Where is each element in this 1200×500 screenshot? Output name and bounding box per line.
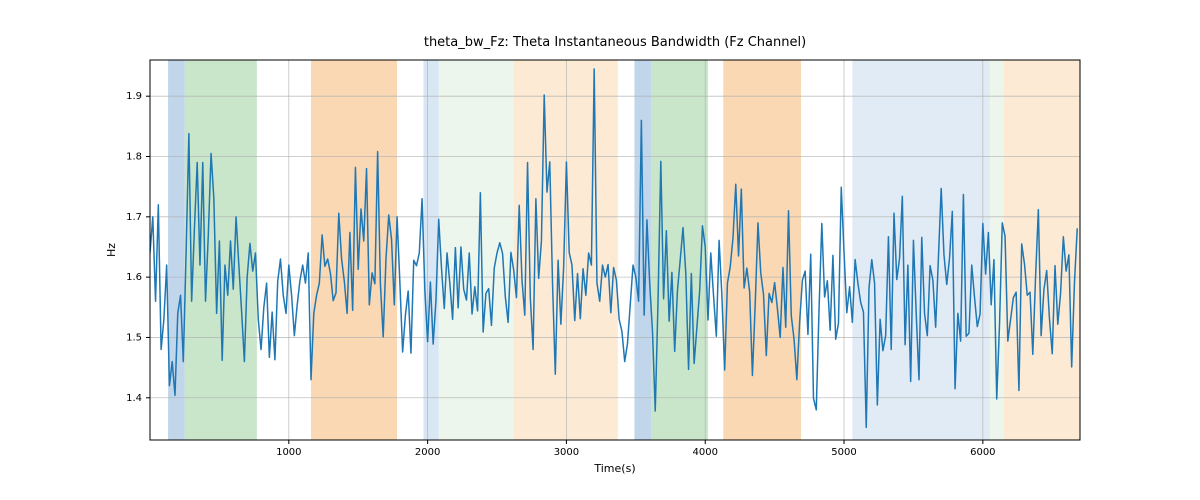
x-tick-label: 5000 [831,447,856,458]
band-1 [185,60,257,440]
band-4 [439,60,514,440]
x-ticks: 1000 2000 3000 4000 5000 6000 [276,440,995,458]
y-axis-label: Hz [105,243,118,257]
x-tick-label: 6000 [970,447,995,458]
band-3 [423,60,438,440]
band-12 [1004,60,1080,440]
y-tick-label: 1.4 [126,393,142,404]
x-tick-label: 1000 [276,447,301,458]
chart-container: 1000200030004000500060001.41.51.61.71.81… [0,0,1200,500]
y-tick-label: 1.5 [126,332,142,343]
band-0 [168,60,185,440]
line-chart: 1000200030004000500060001.41.51.61.71.81… [0,0,1200,500]
y-tick-label: 1.7 [126,212,142,223]
band-10 [869,60,990,440]
y-tick-label: 1.9 [126,91,142,102]
y-tick-label: 1.8 [126,152,142,163]
x-axis-label: Time(s) [593,462,635,475]
x-tick-label: 2000 [415,447,440,458]
y-tick-label: 1.6 [126,272,142,283]
y-ticks: 1.4 1.5 1.6 1.7 1.8 1.9 [126,91,150,404]
x-tick-label: 3000 [554,447,579,458]
chart-title: theta_bw_Fz: Theta Instantaneous Bandwid… [424,35,806,50]
x-tick-label: 4000 [692,447,717,458]
